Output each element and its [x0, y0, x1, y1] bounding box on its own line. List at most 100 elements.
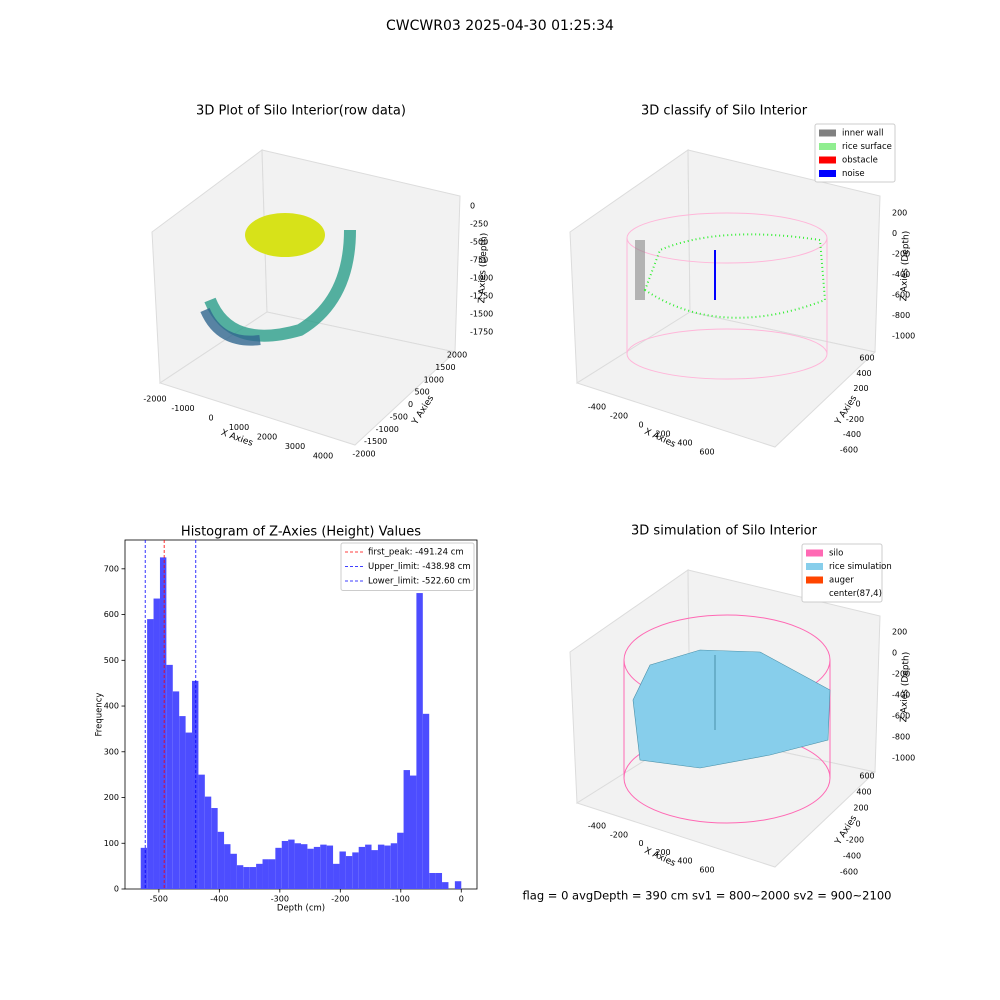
- z-tick-label: -400: [892, 270, 910, 279]
- y-tick-label: 600: [104, 610, 119, 619]
- legend-box: [814, 123, 896, 183]
- figure-title: CWCWR03 2025-04-30 01:25:34: [386, 18, 614, 34]
- y-tick-label: 400: [104, 702, 119, 711]
- histogram-bar: [390, 843, 398, 889]
- y-tick-label: -200: [846, 836, 864, 845]
- histogram-bar: [326, 845, 334, 889]
- z-axis-label: Z Axies (Depth): [899, 231, 911, 302]
- classify-decoration: [626, 212, 828, 380]
- chart-title: 3D simulation of Silo Interior: [631, 524, 818, 539]
- histogram-bar: [192, 680, 199, 889]
- histogram-bar: [236, 865, 244, 889]
- y-tick-label: 0: [855, 400, 860, 409]
- z-tick-label: -1750: [470, 328, 493, 337]
- x-tick-label: -200: [331, 895, 349, 904]
- x-tick-label: 0: [638, 839, 643, 848]
- z-tick-label: -1500: [470, 310, 493, 319]
- y-tick-label: 0: [408, 400, 413, 409]
- y-tick-label: 0: [855, 820, 860, 829]
- axes-3d-panes: [151, 149, 461, 446]
- y-tick-label: 200: [853, 384, 868, 393]
- x-tick-label: -1000: [171, 404, 194, 413]
- x-tick-label: -400: [210, 895, 228, 904]
- x-tick-label: 200: [655, 848, 670, 857]
- z-tick-label: -1000: [470, 274, 493, 283]
- legend-label: rice surface: [842, 142, 892, 152]
- histogram-bar: [198, 774, 205, 889]
- histogram-bar: [307, 848, 314, 889]
- legend-label: auger: [829, 576, 854, 586]
- histogram-bar: [140, 847, 148, 889]
- histogram-bar: [153, 598, 160, 889]
- histogram-bar: [166, 664, 173, 889]
- z-tick-label: -800: [892, 311, 910, 320]
- scatter-decoration: [200, 213, 356, 346]
- x-tick-label: 2000: [257, 433, 277, 442]
- z-tick-label: -200: [892, 250, 910, 259]
- z-tick-label: -400: [892, 691, 910, 700]
- histogram-bar: [377, 844, 385, 889]
- x-tick-label: 1000: [229, 423, 249, 432]
- histogram-bar: [409, 775, 417, 889]
- histogram-bar: [358, 846, 366, 889]
- x-tick-label: 0: [208, 414, 213, 423]
- histogram-bar: [262, 859, 269, 889]
- legend-box: [801, 543, 883, 603]
- z-tick-label: 0: [892, 229, 897, 238]
- legend-label: silo: [829, 549, 843, 559]
- x-tick-label: 0: [638, 421, 643, 430]
- histogram-bar: [217, 831, 225, 889]
- histogram-bar: [185, 732, 193, 889]
- y-tick-label: 500: [414, 388, 429, 397]
- z-axis-label: Z Axies (Depth): [899, 652, 911, 723]
- legend-label: rice simulation: [829, 562, 892, 572]
- y-tick-label: 2000: [447, 351, 467, 360]
- z-tick-label: -600: [892, 291, 910, 300]
- y-axis-label: Frequency: [95, 693, 105, 737]
- x-tick-label: 600: [699, 866, 714, 875]
- y-tick-label: 1500: [435, 363, 455, 372]
- y-tick-label: 1000: [424, 375, 444, 384]
- z-tick-label: -250: [470, 220, 488, 229]
- legend-label: obstacle: [842, 156, 878, 166]
- z-tick-label: 200: [892, 209, 907, 218]
- histogram-bar: [429, 872, 436, 889]
- y-tick-label: -200: [846, 415, 864, 424]
- y-tick-label: -600: [840, 446, 858, 455]
- histogram-bar: [365, 844, 372, 889]
- x-tick-label: -400: [588, 822, 606, 831]
- histogram-bar: [230, 853, 237, 889]
- z-tick-label: -800: [892, 733, 910, 742]
- z-tick-label: -750: [470, 256, 488, 265]
- x-tick-label: 400: [677, 857, 692, 866]
- histogram-bar: [224, 844, 231, 889]
- histogram-bar: [281, 840, 289, 889]
- histogram-bar: [352, 852, 359, 889]
- y-tick-label: 400: [856, 788, 871, 797]
- histogram-bar: [179, 716, 186, 889]
- histogram-bar: [159, 557, 167, 889]
- histogram-bar: [333, 863, 340, 889]
- y-tick-label: 700: [104, 564, 119, 573]
- y-tick-label: 300: [104, 747, 119, 756]
- y-tick-label: -500: [390, 412, 408, 421]
- x-axis-label: Depth (cm): [277, 904, 325, 914]
- histogram-bar: [172, 691, 180, 889]
- y-tick-label: 600: [859, 354, 874, 363]
- legend-swatch: [819, 156, 836, 164]
- histogram-bar: [371, 850, 378, 889]
- histogram-bar: [454, 881, 462, 889]
- y-tick-label: 0: [114, 885, 119, 894]
- z-axis-label: Z Axies (Depth): [477, 233, 489, 304]
- histogram-bar: [249, 867, 257, 889]
- legend-label: first_peak: -491.24 cm: [368, 548, 464, 558]
- x-tick-label: 3000: [285, 442, 305, 451]
- y-tick-label: -400: [843, 430, 861, 439]
- x-tick-label: 200: [655, 430, 670, 439]
- y-tick-label: -1500: [364, 437, 387, 446]
- z-tick-label: -600: [892, 712, 910, 721]
- x-tick-label: 400: [677, 439, 692, 448]
- histogram-bar: [301, 844, 308, 889]
- y-tick-label: -600: [840, 868, 858, 877]
